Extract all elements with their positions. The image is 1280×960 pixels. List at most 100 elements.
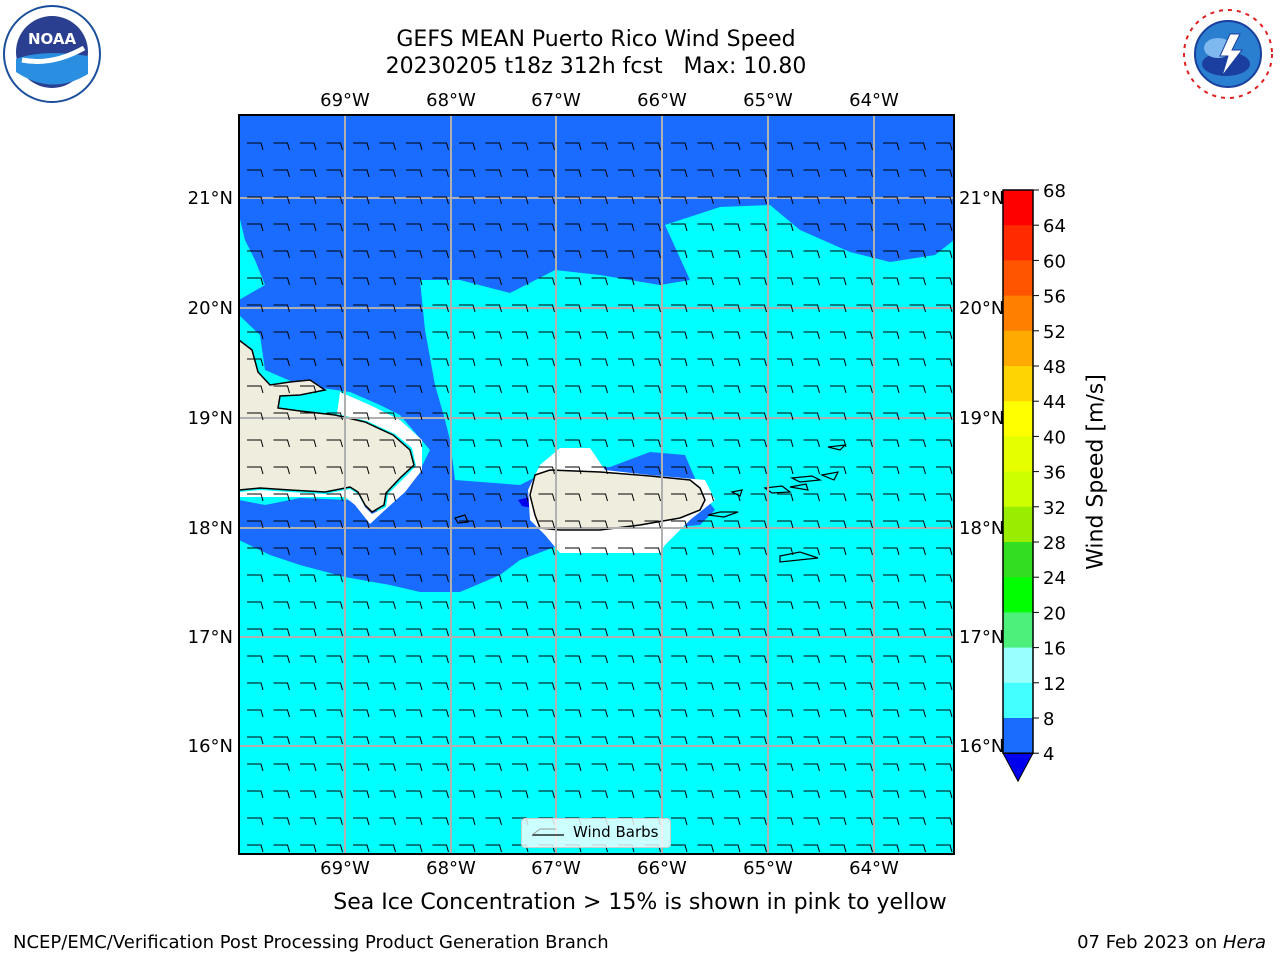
- wind-barb: [591, 277, 608, 286]
- wind-barb: [697, 493, 714, 502]
- wind-barb: [459, 574, 476, 583]
- wind-barb: [247, 547, 264, 556]
- wind-barb: [936, 547, 953, 556]
- lat-label-right: 16°N: [959, 736, 1004, 757]
- wind-barb: [830, 493, 847, 502]
- wind-barb: [644, 358, 661, 367]
- wind-barb: [300, 250, 317, 259]
- wind-barb: [671, 736, 688, 745]
- wind-barb: [538, 169, 555, 178]
- wind-barb: [538, 358, 555, 367]
- wind-barb: [830, 304, 847, 313]
- wind-barb: [856, 844, 873, 853]
- wind-barb: [936, 817, 953, 826]
- wind-barb: [618, 790, 635, 799]
- wind-barb: [671, 142, 688, 151]
- wind-barb: [247, 655, 264, 664]
- footer-date: 07 Feb 2023 on Hera: [1077, 932, 1266, 953]
- wind-barb: [644, 196, 661, 205]
- wind-barb: [459, 142, 476, 151]
- wind-barb: [909, 196, 926, 205]
- wind-barb: [485, 655, 502, 664]
- wind-barb: [671, 466, 688, 475]
- wind-barb: [512, 493, 529, 502]
- wind-barb: [300, 358, 317, 367]
- wind-barb: [485, 493, 502, 502]
- wind-barb: [273, 250, 290, 259]
- wind-barb: [406, 709, 423, 718]
- wind-barb: [353, 574, 370, 583]
- colorbar-ticks: 68 64 60 56 52 48 44 40 36 32 28 24 20 16 12 8 4: [1033, 181, 1066, 765]
- wind-barb: [353, 709, 370, 718]
- wind-barb: [671, 520, 688, 529]
- wind-barb: [273, 844, 290, 853]
- wind-barb: [247, 412, 264, 421]
- wind-barb: [909, 304, 926, 313]
- lat-label-right: 21°N: [959, 188, 1004, 209]
- wind-barb: [406, 466, 423, 475]
- wind-barb: [538, 439, 555, 448]
- wind-barb: [883, 493, 900, 502]
- wind-barb: [909, 169, 926, 178]
- wind-barb: [777, 655, 794, 664]
- wind-barb: [273, 304, 290, 313]
- wind-barb: [512, 520, 529, 529]
- chart-title: GEFS MEAN Puerto Rico Wind Speed: [396, 27, 796, 52]
- wind-barb: [618, 628, 635, 637]
- wind-barb: [379, 682, 396, 691]
- wind-barb: [485, 169, 502, 178]
- wind-barb: [591, 574, 608, 583]
- wind-barb: [353, 196, 370, 205]
- colorbar-tick-label: 68: [1043, 181, 1066, 202]
- wind-barb: [300, 412, 317, 421]
- wind-barb: [909, 439, 926, 448]
- wind-barb: [565, 250, 582, 259]
- wind-barb: [856, 817, 873, 826]
- wind-barb: [512, 601, 529, 610]
- wind-barb: [538, 574, 555, 583]
- wind-barb: [432, 196, 449, 205]
- wind-barb: [750, 223, 767, 232]
- wind-barb: [803, 358, 820, 367]
- wind-barb: [459, 547, 476, 556]
- wind-barb: [591, 601, 608, 610]
- legend-label: Wind Barbs: [573, 823, 659, 841]
- wind-barb: [724, 385, 741, 394]
- wind-barb: [247, 169, 264, 178]
- wind-barb: [379, 709, 396, 718]
- wind-barb: [300, 493, 317, 502]
- wind-barb: [724, 196, 741, 205]
- wind-barb: [512, 412, 529, 421]
- wind-barb: [936, 277, 953, 286]
- wind-barb: [300, 466, 317, 475]
- wind-barb: [379, 844, 396, 853]
- colorbar-band: [1003, 682, 1033, 719]
- wind-barb: [459, 736, 476, 745]
- wind-barb: [777, 250, 794, 259]
- wind-barb: [485, 250, 502, 259]
- wind-barb: [644, 790, 661, 799]
- footer-date-text: 07 Feb 2023 on: [1077, 932, 1223, 953]
- wind-barb: [459, 790, 476, 799]
- wind-barb: [777, 547, 794, 556]
- wind-barb: [856, 196, 873, 205]
- wind-barb: [565, 736, 582, 745]
- wind-barb: [697, 520, 714, 529]
- wind-barb: [671, 817, 688, 826]
- colorbar-tick-label: 64: [1043, 216, 1066, 237]
- wind-barb: [379, 763, 396, 772]
- wind-barb: [803, 412, 820, 421]
- wind-barb: [856, 763, 873, 772]
- wind-barb: [644, 520, 661, 529]
- wind-barb: [565, 709, 582, 718]
- wind-barb: [830, 520, 847, 529]
- wind-barb: [432, 763, 449, 772]
- wind-barb: [353, 331, 370, 340]
- wind-barb: [300, 547, 317, 556]
- wind-barb: [565, 601, 582, 610]
- wind-barb: [856, 493, 873, 502]
- wind-barb: [936, 250, 953, 259]
- wind-barb: [538, 736, 555, 745]
- wind-barb: [936, 574, 953, 583]
- wind-barb: [909, 412, 926, 421]
